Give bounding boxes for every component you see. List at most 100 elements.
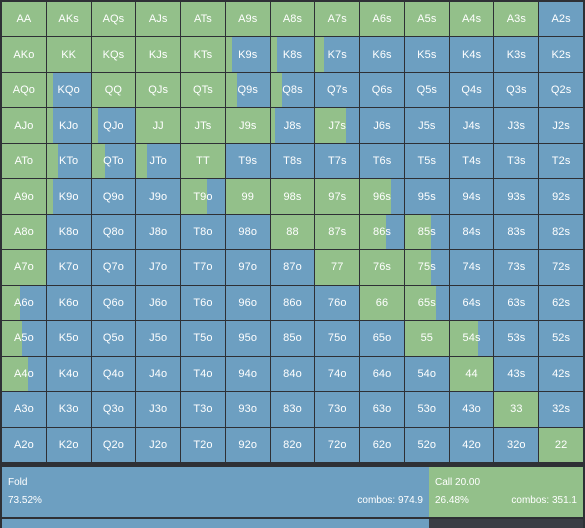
hand-cell-44[interactable]: 44 [449,356,494,392]
hand-cell-63o[interactable]: 63o [360,392,404,427]
hand-cell-93s[interactable]: 93s [494,179,539,214]
hand-cell-84s[interactable]: 84s [449,214,494,250]
hand-cell-Q5o[interactable]: Q5o [91,321,136,356]
hand-cell-KQo[interactable]: KQo [46,72,91,108]
hand-cell-T2s[interactable]: T2s [539,143,583,179]
hand-cell-K6s[interactable]: K6s [360,37,404,72]
hand-cell-AQs[interactable]: AQs [91,2,136,37]
hand-cell-53s[interactable]: 53s [494,321,539,356]
hand-cell-94s[interactable]: 94s [449,179,494,214]
hand-cell-A6s[interactable]: A6s [360,2,404,37]
hand-cell-J4s[interactable]: J4s [449,108,494,143]
hand-cell-K2o[interactable]: K2o [46,427,91,462]
hand-cell-K3s[interactable]: K3s [494,37,539,72]
hand-cell-T3o[interactable]: T3o [181,392,225,427]
hand-cell-A5s[interactable]: A5s [404,2,449,37]
hand-cell-A3s[interactable]: A3s [494,2,539,37]
hand-cell-QJo[interactable]: QJo [91,108,136,143]
hand-cell-72o[interactable]: 72o [315,427,360,462]
hand-cell-63s[interactable]: 63s [494,285,539,321]
hand-cell-66[interactable]: 66 [360,285,404,321]
hand-cell-52s[interactable]: 52s [539,321,583,356]
hand-cell-J6s[interactable]: J6s [360,108,404,143]
hand-cell-K9o[interactable]: K9o [46,179,91,214]
hand-cell-64o[interactable]: 64o [360,356,404,392]
hand-cell-Q6s[interactable]: Q6s [360,72,404,108]
hand-cell-73s[interactable]: 73s [494,250,539,285]
call-summary[interactable]: Call 20.00 26.48% combos: 351.1 [429,467,583,517]
fold-summary[interactable]: Fold 73.52% combos: 974.9 [2,467,429,517]
hand-cell-97o[interactable]: 97o [225,250,270,285]
hand-cell-64s[interactable]: 64s [449,285,494,321]
hand-cell-AKo[interactable]: AKo [2,37,46,72]
hand-cell-54o[interactable]: 54o [404,356,449,392]
hand-cell-AQo[interactable]: AQo [2,72,46,108]
hand-cell-72s[interactable]: 72s [539,250,583,285]
hand-cell-J5s[interactable]: J5s [404,108,449,143]
hand-cell-86o[interactable]: 86o [270,285,315,321]
hand-cell-65s[interactable]: 65s [404,285,449,321]
hand-cell-T7o[interactable]: T7o [181,250,225,285]
hand-cell-JJ[interactable]: JJ [136,108,181,143]
hand-cell-76s[interactable]: 76s [360,250,404,285]
hand-cell-K8s[interactable]: K8s [270,37,315,72]
hand-cell-T4s[interactable]: T4s [449,143,494,179]
hand-cell-92o[interactable]: 92o [225,427,270,462]
hand-cell-T4o[interactable]: T4o [181,356,225,392]
hand-cell-T8s[interactable]: T8s [270,143,315,179]
hand-cell-AA[interactable]: AA [2,2,46,37]
hand-cell-J7s[interactable]: J7s [315,108,360,143]
hand-cell-53o[interactable]: 53o [404,392,449,427]
hand-cell-32s[interactable]: 32s [539,392,583,427]
hand-cell-JTo[interactable]: JTo [136,143,181,179]
hand-cell-J2s[interactable]: J2s [539,108,583,143]
hand-cell-92s[interactable]: 92s [539,179,583,214]
hand-cell-KK[interactable]: KK [46,37,91,72]
hand-cell-Q2s[interactable]: Q2s [539,72,583,108]
hand-cell-T3s[interactable]: T3s [494,143,539,179]
hand-cell-QJs[interactable]: QJs [136,72,181,108]
hand-cell-KTo[interactable]: KTo [46,143,91,179]
hand-cell-88[interactable]: 88 [270,214,315,250]
hand-cell-A5o[interactable]: A5o [2,321,46,356]
hand-cell-J9s[interactable]: J9s [225,108,270,143]
hand-cell-42o[interactable]: 42o [449,427,494,462]
hand-cell-82s[interactable]: 82s [539,214,583,250]
hand-cell-A4o[interactable]: A4o [2,356,46,392]
hand-cell-32o[interactable]: 32o [494,427,539,462]
hand-cell-A7s[interactable]: A7s [315,2,360,37]
hand-cell-43o[interactable]: 43o [449,392,494,427]
hand-cell-Q2o[interactable]: Q2o [91,427,136,462]
hand-cell-J5o[interactable]: J5o [136,321,181,356]
hand-cell-JTs[interactable]: JTs [181,108,225,143]
hand-cell-42s[interactable]: 42s [539,356,583,392]
hand-cell-Q3o[interactable]: Q3o [91,392,136,427]
hand-cell-KQs[interactable]: KQs [91,37,136,72]
hand-cell-Q5s[interactable]: Q5s [404,72,449,108]
hand-cell-74o[interactable]: 74o [315,356,360,392]
hand-cell-K8o[interactable]: K8o [46,214,91,250]
hand-cell-K5o[interactable]: K5o [46,321,91,356]
hand-cell-Q9o[interactable]: Q9o [91,179,136,214]
hand-cell-J3o[interactable]: J3o [136,392,181,427]
hand-cell-Q7o[interactable]: Q7o [91,250,136,285]
hand-cell-QTs[interactable]: QTs [181,72,225,108]
hand-cell-98s[interactable]: 98s [270,179,315,214]
hand-cell-K6o[interactable]: K6o [46,285,91,321]
hand-cell-J9o[interactable]: J9o [136,179,181,214]
hand-cell-J3s[interactable]: J3s [494,108,539,143]
hand-cell-T9s[interactable]: T9s [225,143,270,179]
hand-cell-86s[interactable]: 86s [360,214,404,250]
hand-cell-J8o[interactable]: J8o [136,214,181,250]
hand-cell-ATs[interactable]: ATs [181,2,225,37]
hand-cell-A2o[interactable]: A2o [2,427,46,462]
hand-cell-22[interactable]: 22 [539,427,583,462]
hand-cell-KJo[interactable]: KJo [46,108,91,143]
hand-cell-93o[interactable]: 93o [225,392,270,427]
hand-cell-76o[interactable]: 76o [315,285,360,321]
hand-cell-A8s[interactable]: A8s [270,2,315,37]
hand-cell-73o[interactable]: 73o [315,392,360,427]
hand-cell-T7s[interactable]: T7s [315,143,360,179]
hand-cell-55[interactable]: 55 [404,321,449,356]
hand-cell-82o[interactable]: 82o [270,427,315,462]
